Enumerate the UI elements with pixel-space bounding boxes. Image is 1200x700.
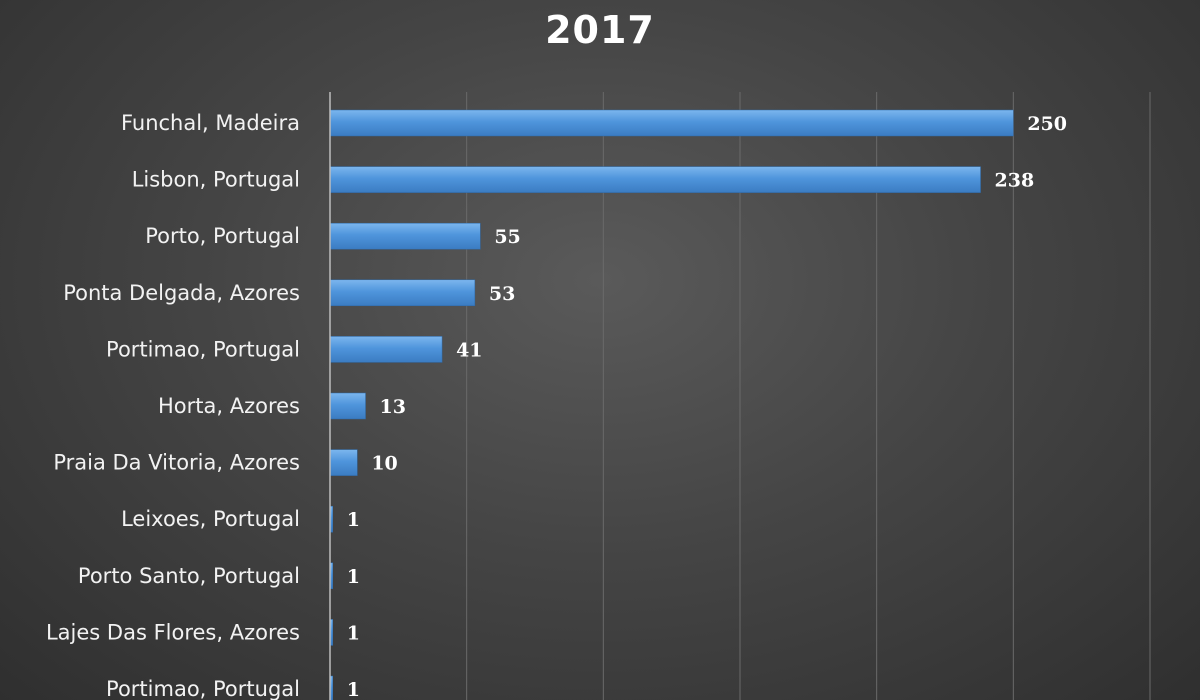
value-label-10: 1 (347, 679, 360, 700)
value-label-9: 1 (347, 622, 360, 644)
category-label-6: Praia Da Vitoria, Azores (53, 451, 300, 475)
category-labels: Funchal, Madeira Lisbon, Portugal Porto, P… (46, 111, 300, 700)
bar-4 (329, 336, 443, 363)
category-label-2: Porto, Portugal (145, 224, 300, 248)
bar-5 (329, 392, 366, 420)
value-label-6: 10 (371, 453, 397, 475)
bars (329, 109, 1014, 700)
value-label-1: 238 (995, 170, 1035, 192)
category-label-4: Portimao, Portugal (106, 337, 300, 361)
gridlines (466, 92, 1151, 700)
value-label-8: 1 (347, 566, 360, 588)
bar-1 (329, 166, 981, 193)
chart-title: 2017 (545, 8, 655, 52)
category-label-3: Ponta Delgada, Azores (63, 281, 300, 305)
bar-6 (329, 449, 358, 476)
value-label-4: 41 (456, 339, 482, 361)
category-label-7: Leixoes, Portugal (121, 507, 300, 531)
category-label-0: Funchal, Madeira (121, 111, 300, 135)
category-label-5: Horta, Azores (158, 394, 300, 418)
category-label-8: Porto Santo, Portugal (78, 564, 300, 588)
category-label-1: Lisbon, Portugal (132, 168, 300, 192)
value-label-0: 250 (1027, 113, 1067, 135)
category-label-10: Portimao, Portugal (106, 677, 300, 700)
category-label-9: Lajes Das Flores, Azores (46, 620, 300, 644)
value-label-3: 53 (489, 283, 515, 305)
value-label-5: 13 (380, 396, 406, 418)
value-label-7: 1 (347, 509, 360, 531)
value-label-2: 55 (494, 226, 520, 248)
bar-2 (329, 222, 481, 250)
value-labels: 250 238 55 53 41 13 10 1 1 1 1 (347, 113, 1067, 700)
bar-0 (329, 109, 1014, 137)
bar-3 (329, 279, 476, 307)
